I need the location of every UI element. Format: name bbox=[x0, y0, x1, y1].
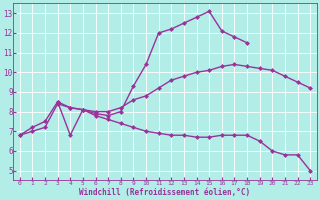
X-axis label: Windchill (Refroidissement éolien,°C): Windchill (Refroidissement éolien,°C) bbox=[79, 188, 251, 197]
